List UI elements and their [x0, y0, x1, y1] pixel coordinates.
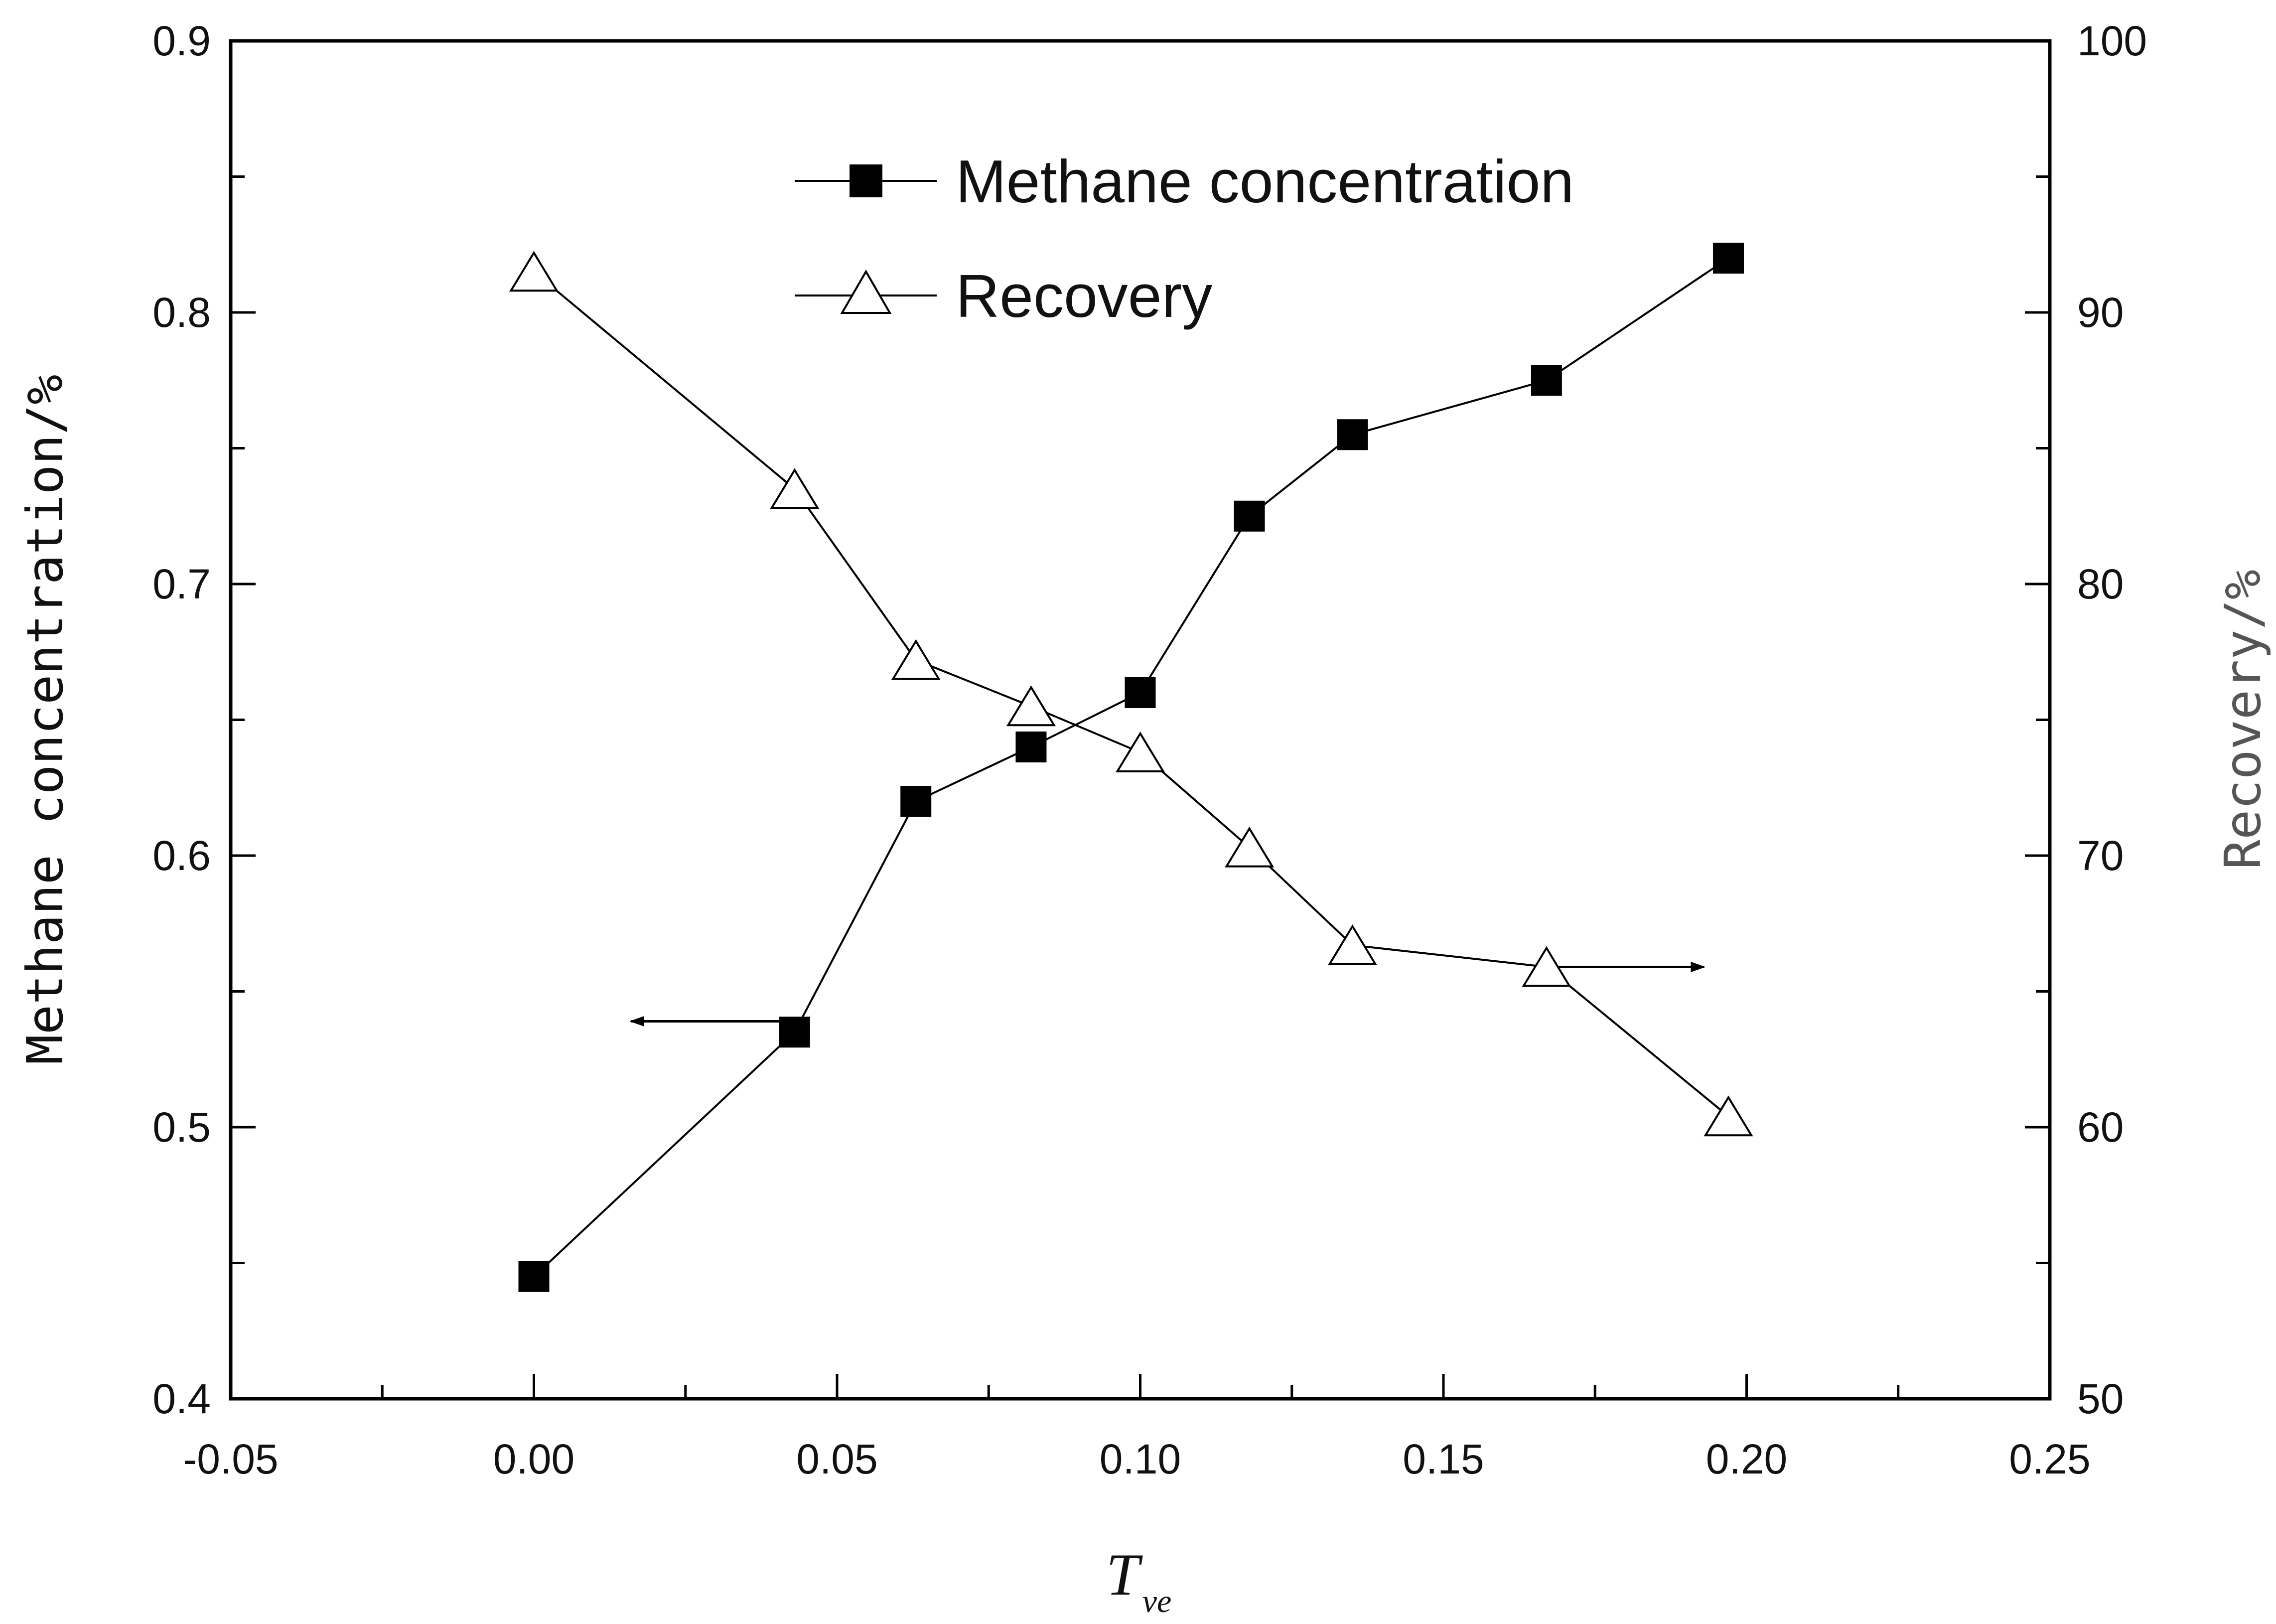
x-axis-title-subscript: ve — [1142, 1583, 1172, 1620]
data-point-recovery — [1225, 826, 1275, 868]
y-tick-label: 0.7 — [152, 561, 211, 607]
y-tick-label: 0.6 — [152, 832, 211, 879]
y-axis-title-right: Recovery/% — [2214, 570, 2272, 870]
data-point-methane — [900, 786, 932, 817]
data-point-methane — [1125, 677, 1156, 708]
x-axis: -0.05 0.00 0.05 0.10 0.15 0.20 0.25 — [183, 1374, 2091, 1482]
y-tick-label: 0.4 — [152, 1375, 211, 1422]
data-point-recovery — [1115, 732, 1165, 772]
y2-tick-label: 70 — [2077, 832, 2124, 879]
x-tick-label: 0.20 — [1706, 1436, 1788, 1482]
x-tick-label: -0.05 — [183, 1436, 278, 1482]
x-tick-label: 0.15 — [1403, 1436, 1484, 1482]
data-point-methane — [1712, 243, 1744, 274]
x-axis-title-main: T — [1106, 1541, 1143, 1608]
data-point-recovery — [1704, 1095, 1753, 1137]
data-point-methane — [1337, 419, 1368, 450]
x-tick-label: 0.05 — [796, 1436, 878, 1482]
y-tick-label: 0.8 — [152, 289, 211, 336]
x-tick-label: 0.25 — [2009, 1436, 2091, 1482]
legend-entry-methane: Methane concentration — [795, 148, 1574, 215]
y2-tick-label: 50 — [2077, 1375, 2124, 1422]
data-point-recovery — [1006, 685, 1056, 727]
y2-tick-label: 100 — [2077, 17, 2147, 64]
data-point-recovery — [891, 639, 941, 680]
y-tick-label: 0.5 — [152, 1104, 211, 1151]
y-axis-left: 0.4 0.5 0.6 0.7 0.8 0.9 — [152, 17, 256, 1422]
y-axis-title-left: Methane concentration/% — [16, 375, 74, 1065]
data-point-methane — [1234, 500, 1265, 532]
y-axis-right: 50 60 70 80 90 100 — [2025, 17, 2147, 1422]
annotation-arrows — [629, 961, 1706, 1027]
x-axis-title: Tve — [1106, 1541, 1171, 1620]
legend-label-recovery: Recovery — [956, 262, 1212, 330]
plot-frame — [229, 39, 2052, 1401]
legend: Methane concentration Recovery — [795, 148, 1574, 330]
y2-tick-label: 90 — [2077, 289, 2124, 336]
x-tick-label: 0.10 — [1100, 1436, 1181, 1482]
data-point-recovery — [1522, 946, 1571, 987]
data-point-methane — [518, 1261, 550, 1292]
x-tick-label: 0.00 — [493, 1436, 575, 1482]
data-point-methane — [1531, 365, 1562, 396]
data-point-methane — [1015, 732, 1047, 762]
data-point-recovery — [770, 468, 820, 509]
data-point-recovery — [509, 251, 559, 292]
y2-tick-label: 60 — [2077, 1104, 2124, 1151]
legend-label-methane: Methane concentration — [956, 148, 1574, 215]
y-tick-label: 0.9 — [152, 17, 211, 64]
data-point-methane — [779, 1017, 810, 1048]
y2-tick-label: 80 — [2077, 561, 2124, 607]
legend-entry-recovery: Recovery — [795, 262, 1212, 330]
series-markers — [509, 243, 1753, 1292]
data-point-recovery — [1327, 924, 1377, 965]
